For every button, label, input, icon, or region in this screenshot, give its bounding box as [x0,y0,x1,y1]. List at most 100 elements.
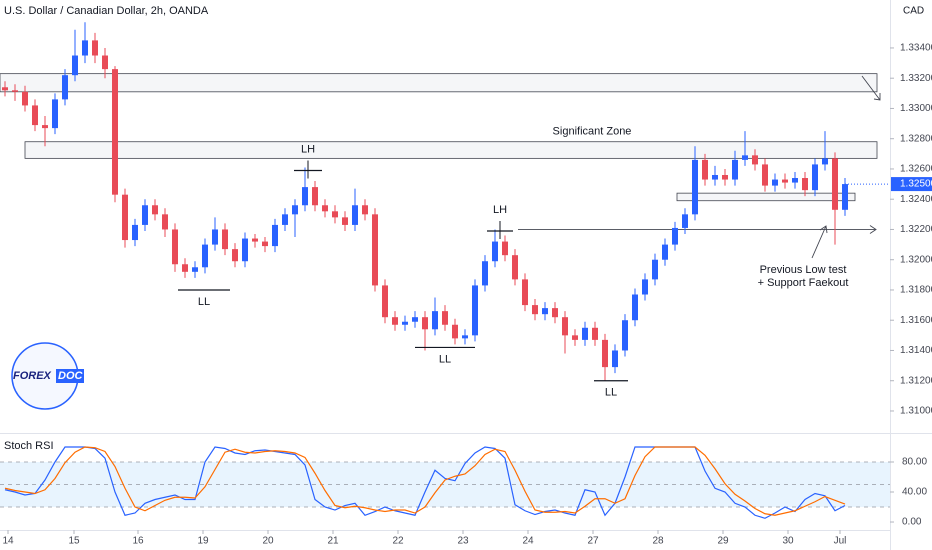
candle-body [392,317,398,325]
candle-body [462,335,468,339]
swing-label: LL [439,353,451,365]
candle-body [812,164,818,191]
x-tick-label: 23 [457,536,469,547]
candle-body [772,179,778,186]
candle-body [782,179,788,183]
x-tick-label: 29 [717,536,729,547]
candle-body [532,305,538,315]
candle-body [102,55,108,70]
candle-body [552,308,558,318]
candle-body [732,159,738,180]
candle-body [62,75,68,100]
candle-body [142,205,148,225]
candle-body [672,227,678,245]
candle-body [652,259,658,280]
x-tick-label: 27 [587,536,599,547]
swing-label: LL [198,296,210,308]
current-price-tag [891,177,932,192]
candle-body [432,311,438,330]
candle-body [622,320,628,351]
candle-body [702,159,708,180]
candle-body [232,249,238,262]
candle-body [162,214,168,230]
candle-body [32,105,38,126]
candle-body [492,241,498,262]
arrow [869,225,877,234]
y-tick-label: 1.31000 [900,406,932,417]
candle-body [482,261,488,286]
candle-body [72,55,78,76]
logo-text: FOREX [13,370,52,382]
candle-body [712,175,718,180]
y-tick-label: 1.31400 [900,345,932,356]
note: Previous Low test [760,264,847,276]
candle-body [442,311,448,325]
y-tick-label: 1.33200 [900,73,932,84]
candle-body [92,40,98,56]
logo: FOREX DOC [11,342,84,410]
candle-body [82,40,88,56]
candle-body [512,255,518,280]
x-tick-label: 24 [522,536,534,547]
candle-body [642,279,648,295]
candle-body [822,158,828,165]
candle-body [192,267,198,272]
candle-body [122,194,128,241]
candle-body [362,205,368,215]
indicator-title: Stoch RSI [4,440,54,452]
candle-body [182,264,188,272]
candle-body [602,339,608,368]
candle-body [262,241,268,247]
y-tick-label: 1.32800 [900,133,932,144]
candle-body [562,317,568,336]
candle-body [842,184,848,210]
x-tick-label: 22 [392,536,404,547]
candle-body [632,294,638,321]
candle-body [832,158,838,210]
zone [24,141,878,159]
y-tick-label: 40.00 [902,487,927,498]
y-tick-label: 1.31600 [900,315,932,326]
candle-body [302,187,308,206]
candle-body [352,205,358,225]
candle-body [592,327,598,340]
candle-body [382,285,388,318]
swing-label: LH [301,143,315,155]
candle-body [502,241,508,256]
indicator-band [0,461,890,508]
candle-body [472,285,478,336]
x-tick-label: 28 [652,536,664,547]
candle-body [292,205,298,215]
x-tick-label: 30 [782,536,794,547]
y-tick-label: 1.32200 [900,224,932,235]
candle-body [172,229,178,265]
candle-body [572,335,578,340]
candle-body [742,155,748,160]
zone [0,73,878,93]
candle-body [662,244,668,260]
candle-body [412,317,418,322]
y-tick-label: 1.33000 [900,103,932,114]
current-price-label: 1.32500 [900,179,932,190]
candle-body [152,205,158,215]
candle-body [342,217,348,225]
candle-body [452,324,458,339]
x-tick-label: 20 [262,536,274,547]
swing-label: LH [493,204,507,216]
arrow [811,225,828,259]
y-tick-label: 1.32000 [900,254,932,265]
x-tick-label: 19 [197,536,209,547]
candle-body [372,214,378,286]
indicator-line [4,446,846,516]
candle-body [612,350,618,368]
candle-body [22,91,28,106]
note: + Support Faekout [758,277,849,289]
logo-text: DOC [58,370,84,382]
y-tick-label: 0.00 [902,517,922,528]
currency: CAD [903,6,924,17]
candle-body [542,308,548,315]
candle-body [332,211,338,218]
candle-body [762,164,768,186]
